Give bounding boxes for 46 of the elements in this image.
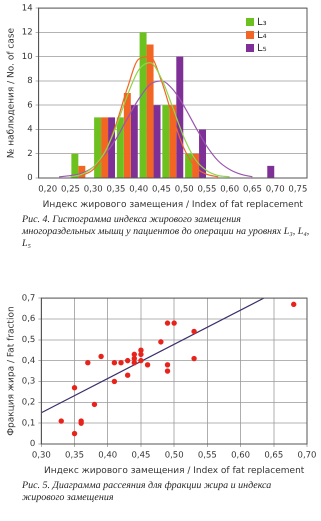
x-tick-label: 0,35 (65, 450, 84, 460)
y-tick-label: 2 (27, 148, 33, 159)
y-tick-label: 6 (27, 100, 33, 110)
x-tick-label: 0,55 (198, 450, 217, 460)
x-tick-label: 0,25 (60, 184, 80, 194)
y-axis-title: Фракция жира / Fat fraction (6, 306, 17, 436)
legend-label: L₄ (257, 30, 267, 42)
x-tick-label: 0,50 (174, 184, 194, 194)
text: Рис. 4. Гистограмма индекса жирового замещения многораздельных мышц у пациентов до операции на уровнях L₃, L₄, L₅ (20, 213, 310, 250)
y-axis-title: № наблюдения / No. of case (6, 28, 17, 158)
x-tick-label: 0,20 (38, 184, 58, 194)
x-tick-label: 0,45 (152, 184, 171, 194)
x-tick-label: 0,75 (288, 184, 308, 194)
x-tick-label: 0,70 (266, 184, 285, 194)
x-tick-label: 0,65 (242, 184, 262, 194)
y-tick-label: 0,2 (22, 398, 36, 408)
y-tick-label: 0 (27, 173, 33, 184)
x-tick-label: 0,40 (98, 450, 118, 460)
y-tick-label: 12 (22, 28, 33, 38)
y-tick-label: 0,4 (22, 356, 36, 366)
y-tick-label: 0,7 (22, 293, 36, 304)
x-tick-label: 0,60 (220, 184, 240, 194)
y-tick-label: 4 (27, 124, 33, 135)
y-tick-label: 8 (27, 76, 33, 86)
x-tick-label: 0,35 (106, 184, 126, 194)
legend-label: L₃ (257, 17, 267, 28)
x-tick-label: 0,65 (264, 450, 284, 460)
y-tick-label: 0,1 (22, 418, 36, 428)
x-tick-label: 0,55 (197, 184, 216, 194)
y-tick-label: 0,3 (22, 376, 36, 387)
x-tick-label: 0,30 (84, 184, 103, 194)
x-tick-label: 0,60 (231, 450, 250, 460)
y-tick-label: 0,5 (22, 334, 36, 345)
x-tick-label: 0,70 (298, 450, 316, 460)
text: Рис. 5. Диаграмма рассеяния для фракции жира и индекса жирового замещения (21, 479, 272, 504)
legend-label: L₅ (257, 43, 267, 54)
y-tick-label: 14 (22, 3, 33, 14)
y-tick-label: 0,6 (22, 314, 36, 324)
x-tick-label: 0,50 (164, 450, 184, 460)
x-axis-title: Индекс жирового замещения / Index of fat replacement (42, 200, 304, 210)
x-axis-title: Индекс жирового замещения / Index of fat replacement (44, 466, 305, 476)
x-tick-label: 0,40 (129, 184, 148, 194)
x-tick-label: 0,30 (32, 450, 51, 460)
y-tick-label: 10 (22, 52, 33, 62)
y-tick-label: 0 (30, 439, 36, 450)
x-tick-label: 0,45 (131, 450, 150, 460)
